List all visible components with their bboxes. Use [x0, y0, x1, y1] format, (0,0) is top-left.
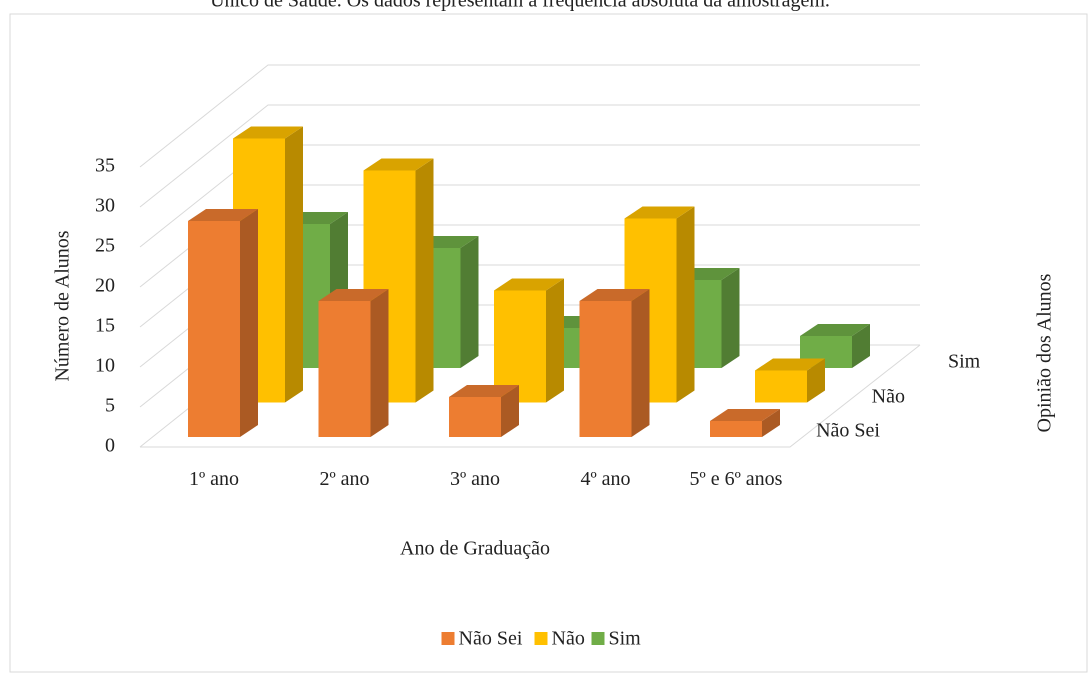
legend-swatch: [591, 632, 605, 645]
bar-side: [460, 236, 479, 368]
bar: [755, 358, 825, 403]
bar: [710, 409, 780, 437]
bar: [579, 289, 650, 437]
caption: Único de Saúde. Os dados representam a f…: [210, 0, 830, 12]
y-tick-label: 35: [95, 155, 115, 177]
bar-side: [415, 158, 434, 403]
bar-front: [710, 421, 762, 437]
bar-top: [363, 158, 434, 171]
bar-top: [233, 126, 303, 139]
bar-top: [188, 209, 258, 221]
bar-side: [240, 209, 258, 437]
bar-top: [449, 385, 519, 397]
bar: [363, 158, 434, 403]
grid-line: [139, 64, 920, 168]
bar-top: [318, 289, 389, 301]
bar: [318, 289, 389, 437]
x-axis-title: Ano de Graduação: [400, 538, 550, 560]
bar-side: [631, 289, 650, 437]
bar-top: [624, 206, 695, 219]
bar-side: [546, 278, 564, 403]
legend-label: Não: [552, 628, 585, 650]
legend-label: Não Sei: [459, 628, 523, 650]
x-tick-label: 5º e 6º anos: [689, 468, 783, 490]
bar: [494, 278, 564, 403]
bar: [449, 385, 519, 437]
bar-front: [188, 221, 240, 437]
bar-front: [318, 301, 371, 437]
bar-front: [449, 397, 501, 437]
bar-side: [501, 385, 519, 437]
bar-front: [494, 290, 546, 403]
y-tick-label: 30: [95, 195, 115, 217]
x-tick-label: 2º ano: [319, 468, 370, 490]
bar: [188, 209, 258, 437]
x-tick-label: 4º ano: [580, 468, 631, 490]
y-tick-label: 15: [95, 315, 115, 337]
bar-side: [285, 126, 303, 403]
legend-swatch: [534, 632, 548, 645]
y-tick-label: 0: [105, 435, 115, 457]
bar-top: [710, 409, 780, 421]
z-tick-label: Sim: [948, 351, 981, 373]
bar-top: [494, 278, 564, 291]
bar-top: [579, 289, 650, 301]
y-tick-label: 25: [95, 235, 115, 257]
chart-border: [9, 13, 1088, 673]
z-tick-label: Não Sei: [816, 420, 880, 442]
bar-front: [755, 370, 807, 403]
x-tick-label: 3º ano: [449, 468, 501, 490]
legend-swatch: [441, 632, 455, 645]
y-tick-label: 10: [95, 355, 115, 377]
bar-side: [676, 206, 695, 403]
bar-side: [807, 358, 825, 403]
z-axis-title: Opinião dos Alunos: [1034, 273, 1056, 432]
bar-top: [800, 324, 870, 336]
y-tick-label: 5: [105, 395, 115, 417]
y-axis-title: Número de Alunos: [52, 230, 74, 381]
floor-edge: [140, 344, 921, 448]
legend-label: Sim: [609, 628, 642, 650]
bar-side: [762, 409, 780, 437]
grid-line: [139, 104, 920, 208]
bar: [800, 324, 870, 368]
x-tick-label: 1º ano: [188, 468, 240, 490]
bar-top: [755, 358, 825, 371]
bar-side: [370, 289, 389, 437]
z-tick-label: Não: [872, 386, 905, 408]
bar-side: [721, 268, 740, 368]
y-tick-label: 20: [95, 275, 115, 297]
bar-front: [579, 301, 632, 437]
bar-side: [852, 324, 870, 368]
